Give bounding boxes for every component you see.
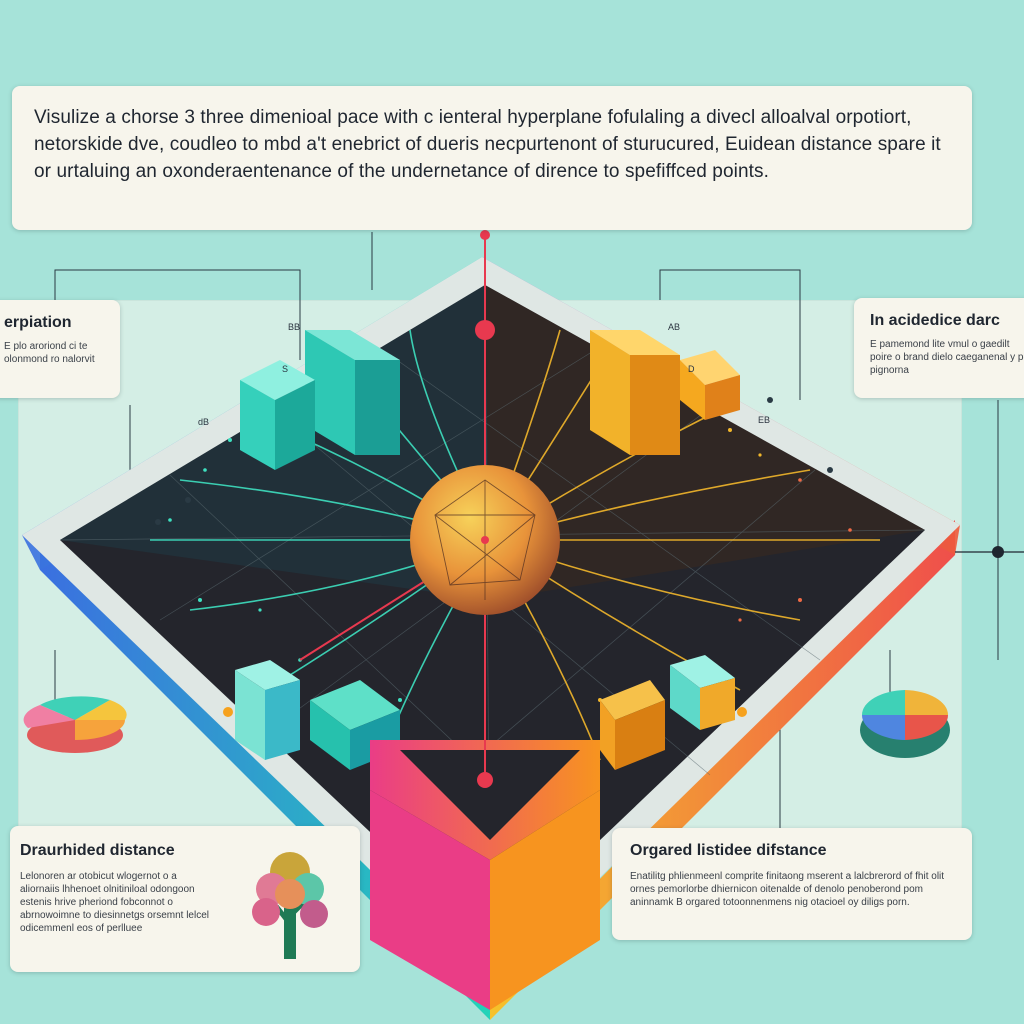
left-card: erpiation E plo aroriond ci te olonmond … [0, 300, 120, 398]
right-card-body: E pamemond lite vmul o gaedilt poire o b… [870, 339, 1024, 376]
bottom-left-card: Draurhided distance Lelonoren ar otobicu… [10, 826, 360, 972]
block-left [240, 360, 315, 470]
central-sphere-icon [410, 465, 560, 615]
bottom-left-card-body: Lelonoren ar otobicut wlogernot o a alio… [20, 871, 209, 934]
bottom-left-card-heading: Draurhided distance [20, 842, 175, 859]
bottom-right-card-body: Enatilitg phlienmeenl comprite finitaong… [630, 871, 945, 908]
right-card-heading: In acidedice darc [870, 312, 1000, 329]
right-pie-icon [860, 690, 950, 758]
block-top-left [305, 330, 400, 455]
left-pie-icon [23, 696, 127, 753]
tree-icon [252, 852, 328, 959]
label-b: AB [668, 322, 680, 332]
right-card: In acidedice darc E pamemond lite vmul o… [854, 298, 1024, 398]
board-side-right [490, 520, 955, 1020]
block-top-right [590, 330, 680, 455]
bottom-right-card: Orgared listidee difstance Enatilitg phl… [612, 828, 972, 940]
title-text: Visulize a chorse 3 three dimenioal pace… [34, 107, 941, 182]
left-card-heading: erpiation [4, 314, 72, 331]
label-a: BB [288, 322, 300, 332]
block-right [680, 350, 740, 420]
block-bottom-right [600, 655, 735, 770]
label-f: D [688, 364, 695, 374]
label-d: EB [758, 415, 770, 425]
block-bottom-center [370, 740, 600, 1010]
left-card-body: E plo aroriond ci te olonmond ro nalorvi… [4, 341, 95, 365]
side-pins [223, 546, 1024, 717]
label-c: dB [198, 417, 209, 427]
bottom-right-card-heading: Orgared listidee difstance [630, 842, 827, 859]
title-card: Visulize a chorse 3 three dimenioal pace… [12, 86, 972, 230]
diagram-labels: BB AB dB EB S D [198, 322, 770, 427]
label-e: S [282, 364, 288, 374]
